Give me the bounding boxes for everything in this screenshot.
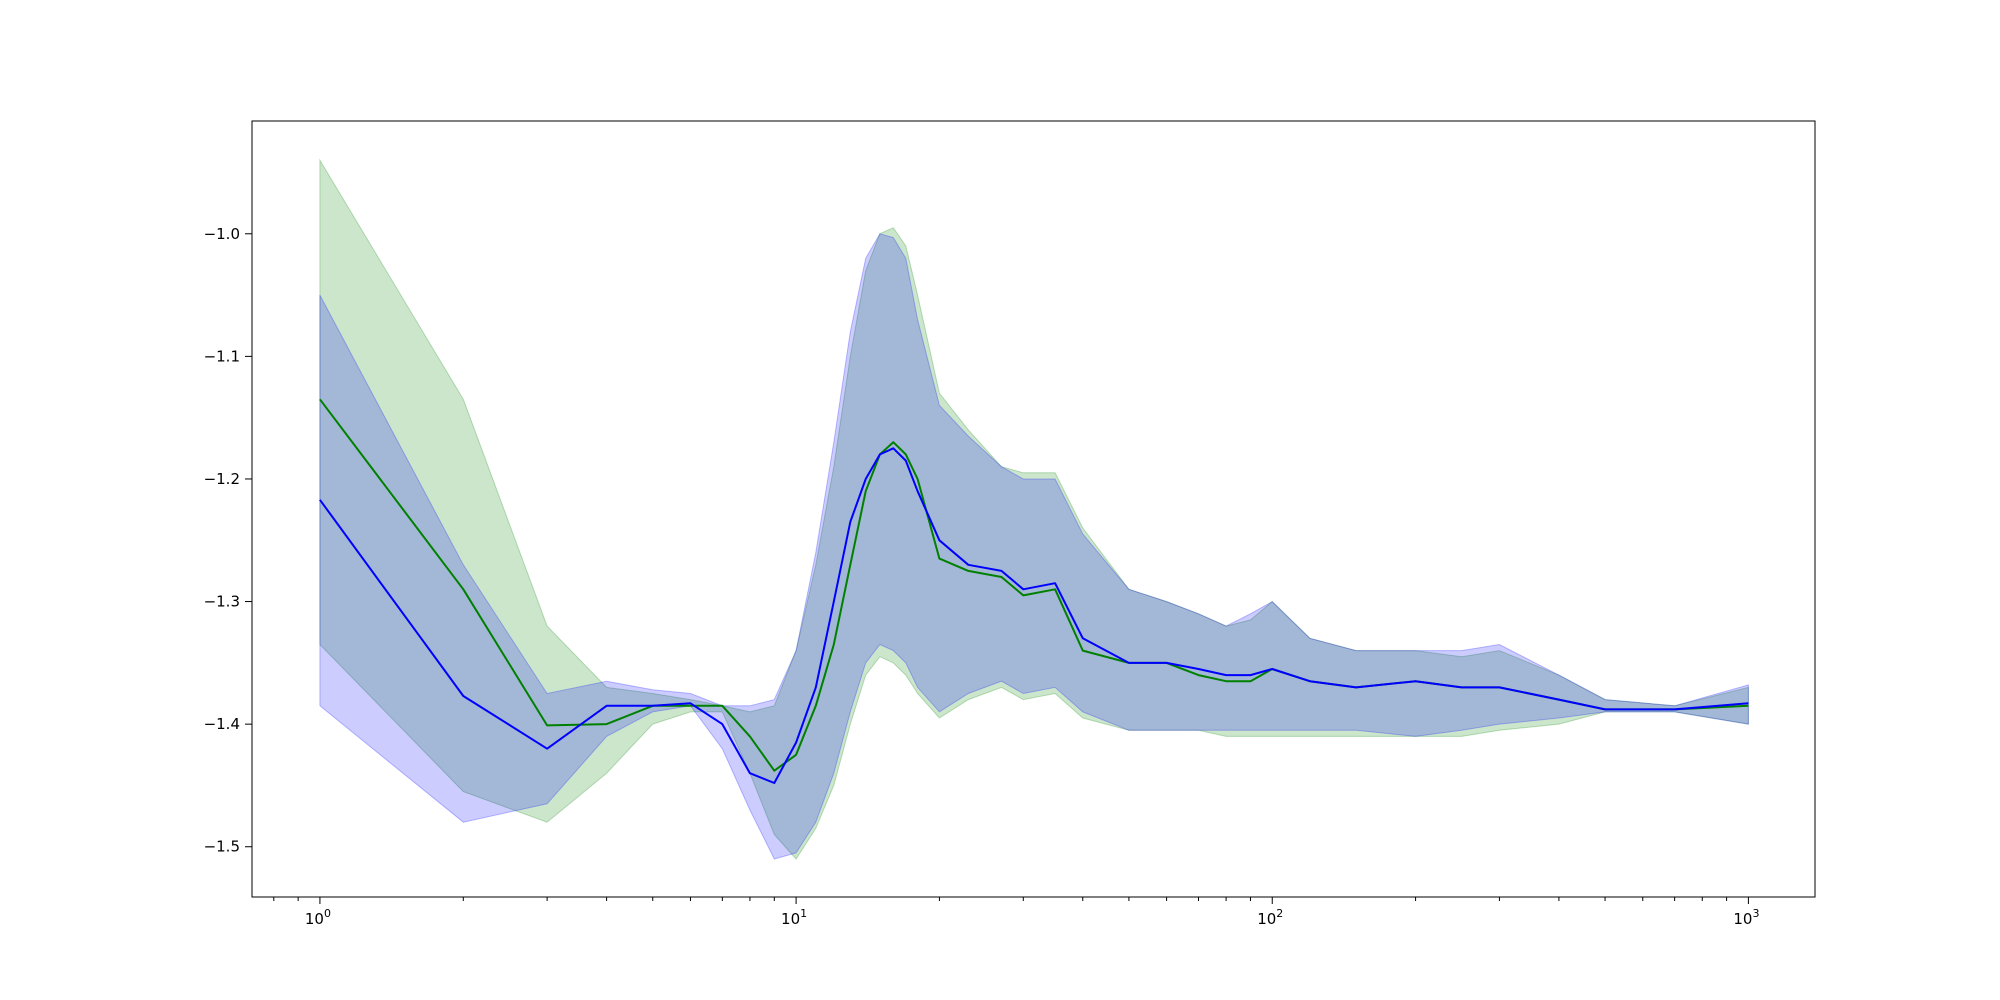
series-2-line [319, 447, 1749, 784]
x-tick-label: 101 [781, 907, 807, 928]
x-tick-label: 103 [1733, 907, 1759, 928]
y-axis: −1.0 −1.1 −1.2 −1.3 −1.4 −1.5 [204, 225, 252, 856]
y-tick-label: −1.1 [204, 347, 240, 365]
x-tick-label: 102 [1257, 907, 1283, 928]
confidence-bands [319, 158, 1749, 860]
y-tick-label: −1.3 [204, 593, 240, 611]
x-tick-label: 100 [305, 907, 331, 928]
y-tick-label: −1.4 [204, 715, 240, 733]
series-lines [319, 398, 1749, 784]
series-2-band [319, 233, 1749, 860]
y-tick-label: −1.0 [204, 225, 240, 243]
x-axis: 100 101 102 103 [273, 897, 1759, 928]
plot-frame [251, 120, 1816, 898]
y-tick-label: −1.2 [204, 470, 240, 488]
y-tick-label: −1.5 [204, 838, 240, 856]
